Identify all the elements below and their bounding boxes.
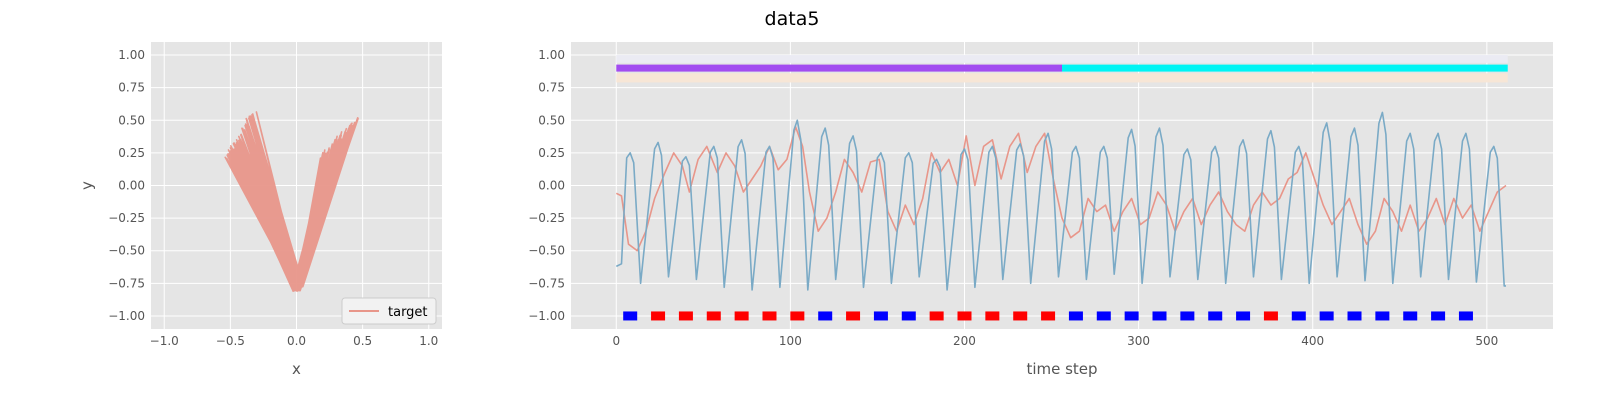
background-band: [616, 73, 1508, 83]
left-y-tick-label: −1.00: [108, 309, 145, 323]
left-y-tick-label: −0.75: [108, 276, 145, 290]
right-y-tick-label: −1.00: [528, 309, 565, 323]
phase-bar: [616, 64, 1508, 72]
left-x-axis-label: x: [292, 360, 301, 378]
step-marker-blue: [1068, 311, 1083, 321]
right-y-tick-label: −0.25: [528, 211, 565, 225]
right-series: [615, 111, 1507, 291]
step-marker-red: [957, 311, 972, 321]
step-marker-red: [790, 311, 805, 321]
right-y-tick-label: −0.75: [528, 276, 565, 290]
bottom-markers: [623, 311, 1473, 321]
left-y-tick-label: 0.50: [118, 113, 145, 127]
top-bands: [616, 55, 1508, 83]
step-marker-red: [706, 311, 721, 321]
step-marker-blue: [873, 311, 888, 321]
left-y-tick-label: −0.25: [108, 211, 145, 225]
left-plot-area: [224, 111, 359, 292]
target-trajectory-line: [224, 111, 359, 292]
background-band: [616, 55, 1508, 63]
step-marker-blue: [1152, 311, 1167, 321]
legend-box: [341, 297, 437, 325]
left-y-axis-label: y: [78, 181, 96, 190]
left-y-tick-label: 0.00: [118, 179, 145, 193]
left-x-tick-label: 0.5: [353, 334, 372, 348]
left-x-tick-label: 0.0: [287, 334, 306, 348]
orange-series-line: [615, 126, 1507, 252]
step-marker-red: [734, 311, 749, 321]
left-legend: target: [341, 297, 437, 325]
step-marker-red: [762, 311, 777, 321]
left-y-tick-label: 1.00: [118, 48, 145, 62]
step-marker-red: [1013, 311, 1028, 321]
right-y-tick-labels: −1.00 −0.75 −0.50 −0.25 0.00 0.25 0.50 0.75 1.00: [528, 48, 565, 323]
step-marker-red: [678, 311, 693, 321]
step-marker-blue: [818, 311, 833, 321]
step-marker-blue: [623, 311, 638, 321]
step-marker-blue: [1291, 311, 1306, 321]
right-x-tick-label: 500: [1475, 334, 1498, 348]
left-y-tick-label: 0.25: [118, 146, 145, 160]
right-y-tick-label: 1.00: [538, 48, 565, 62]
xy-trajectory-chart: −1.00−0.75−0.50−0.250.000.250.500.751.00…: [78, 42, 442, 378]
step-marker-blue: [1458, 311, 1473, 321]
left-y-tick-label: 0.75: [118, 81, 145, 95]
right-x-tick-label: 400: [1301, 334, 1324, 348]
right-x-axis-label: time step: [1026, 360, 1097, 378]
step-marker-red: [1263, 311, 1278, 321]
right-x-tick-label: 0: [612, 334, 620, 348]
step-marker-red: [846, 311, 861, 321]
step-marker-blue: [1347, 311, 1362, 321]
right-x-tick-label: 300: [1127, 334, 1150, 348]
blue-series-line: [615, 111, 1506, 291]
step-marker-blue: [1431, 311, 1446, 321]
right-x-tick-label: 100: [779, 334, 802, 348]
step-marker-red: [985, 311, 1000, 321]
step-marker-blue: [1236, 311, 1251, 321]
step-marker-blue: [1319, 311, 1334, 321]
left-x-tick-label: −0.5: [216, 334, 245, 348]
left-y-tick-labels: −1.00 −0.75 −0.50 −0.25 0.00 0.25 0.50 0.75 1.00: [108, 48, 145, 323]
step-marker-red: [1041, 311, 1056, 321]
phase-segment: [1062, 64, 1508, 72]
left-x-tick-label: 1.0: [419, 334, 438, 348]
step-marker-blue: [1096, 311, 1111, 321]
right-y-tick-label: 0.25: [538, 146, 565, 160]
step-marker-red: [929, 311, 944, 321]
right-y-tick-label: 0.75: [538, 81, 565, 95]
left-x-tick-label: −1.0: [150, 334, 179, 348]
step-marker-blue: [1375, 311, 1390, 321]
left-x-tick-labels: −1.0 −0.5 0.0 0.5 1.0: [150, 334, 439, 348]
step-marker-blue: [1124, 311, 1139, 321]
step-marker-blue: [901, 311, 916, 321]
time-series-chart: −1.00 −0.75 −0.50 −0.25 0.00 0.25 0.50 0.75 1.00…: [528, 42, 1553, 378]
phase-segment: [616, 64, 1062, 72]
step-marker-blue: [1208, 311, 1223, 321]
step-marker-blue: [1403, 311, 1418, 321]
left-y-tick-label: −0.50: [108, 244, 145, 258]
legend-label-target: target: [388, 305, 428, 320]
step-marker-red: [651, 311, 666, 321]
right-y-tick-label: 0.50: [538, 113, 565, 127]
step-marker-blue: [1180, 311, 1195, 321]
left-grid: [151, 42, 442, 329]
right-y-tick-label: 0.00: [538, 179, 565, 193]
figure-title: data5: [765, 8, 820, 30]
right-x-tick-label: 200: [953, 334, 976, 348]
right-y-tick-label: −0.50: [528, 244, 565, 258]
right-x-tick-labels: 0 100 200 300 400 500: [612, 334, 1498, 348]
